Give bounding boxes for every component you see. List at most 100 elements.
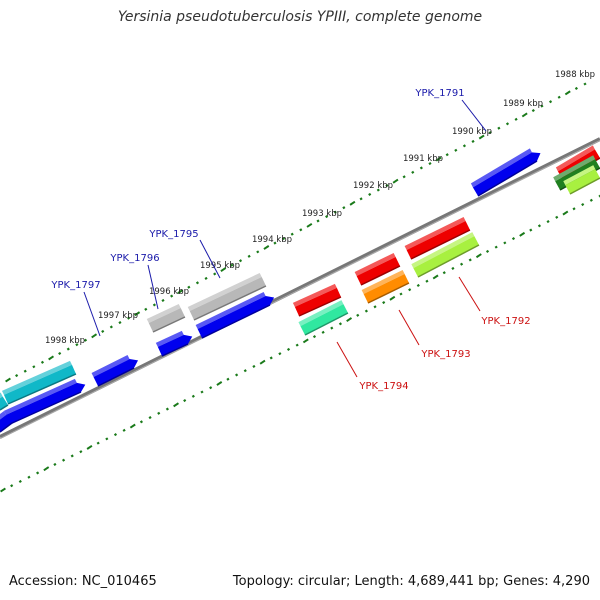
gene-ypk-1792-red[interactable] <box>404 217 471 260</box>
gene-ypk-1796[interactable] <box>146 303 186 333</box>
ruler-tick <box>399 292 403 296</box>
gene-ypk-1796-blue[interactable] <box>155 330 193 357</box>
ruler-tick <box>187 285 191 289</box>
ruler-tick <box>346 317 353 322</box>
ruler-tick <box>200 390 204 394</box>
gene-ypk-1794[interactable] <box>298 300 349 336</box>
accession-text: Accession: NC_010465 <box>9 574 157 589</box>
ruler-tick <box>333 210 337 214</box>
gene-edge <box>298 296 342 317</box>
ruler-tick <box>428 161 432 166</box>
ruler-tick <box>126 316 131 320</box>
ruler-tick <box>18 479 22 484</box>
gene-top-face <box>404 217 466 251</box>
leader-line <box>398 309 420 346</box>
gene-label-text: YPK_1792 <box>480 316 530 327</box>
gene-top-face <box>0 411 6 420</box>
ruler-tick <box>402 175 406 179</box>
ruler-tick <box>259 359 266 365</box>
ruler-tick <box>278 352 282 356</box>
gene-front-face <box>157 334 193 356</box>
ruler-label: 1989 kbp <box>503 99 543 109</box>
ruler-tick <box>173 402 179 408</box>
gene-front-face <box>0 396 8 410</box>
map-title: Yersinia pseudotuberculosis YPIII, compl… <box>117 9 483 25</box>
ruler-tick <box>514 117 518 121</box>
gene-edge <box>0 422 13 433</box>
ruler-tick <box>454 148 458 152</box>
ruler-tick <box>537 224 542 228</box>
ruler-tick <box>445 153 449 157</box>
gene-left-edge-cyan[interactable] <box>0 392 9 411</box>
ruler-label: 1994 kbp <box>252 235 292 245</box>
ruler-tick <box>299 228 303 232</box>
ruler-tick <box>548 100 553 104</box>
label-ypk-1797: YPK_1797 <box>50 280 101 337</box>
ruler-tick <box>252 364 256 368</box>
gene-forward-partial-lime[interactable] <box>563 165 600 195</box>
ruler-tick <box>263 245 270 250</box>
ruler-tick <box>109 325 113 329</box>
ruler-tick <box>505 122 510 126</box>
gene-ypk-1797-blue[interactable] <box>3 378 86 425</box>
gene-front-face <box>472 152 541 196</box>
label-ypk-1794: YPK_1794 <box>336 341 409 392</box>
ruler-tick <box>451 266 455 270</box>
gene-label-text: YPK_1796 <box>109 253 159 264</box>
gene-red-b[interactable] <box>354 253 401 286</box>
ruler-tick <box>419 166 423 170</box>
gene-blue-mid[interactable] <box>91 355 139 387</box>
ruler-tick <box>79 450 83 454</box>
ruler-tick <box>204 276 208 280</box>
ruler-tick <box>385 184 389 188</box>
ruler-label: 1997 kbp <box>98 311 138 321</box>
ruler-tick <box>411 170 415 174</box>
gene-front-face <box>148 307 185 332</box>
ruler-tick <box>170 294 174 298</box>
leader-line <box>83 291 101 337</box>
leader-line <box>199 239 221 279</box>
gene-top-face <box>91 355 130 378</box>
gene-top-face <box>3 378 77 415</box>
gene-label-text: YPK_1793 <box>420 349 470 360</box>
ruler-tick <box>36 471 40 475</box>
ruler-tick <box>497 126 501 130</box>
ruler-tick <box>282 237 286 241</box>
gene-edge <box>410 229 471 260</box>
gene-top-face <box>155 330 184 347</box>
ruler-tick <box>359 197 363 201</box>
ruler-tick <box>226 377 230 381</box>
label-ypk-1792: YPK_1792 <box>458 276 531 327</box>
ruler-tick <box>220 267 227 272</box>
ruler-tick <box>144 307 148 311</box>
gene-ypk-1793[interactable] <box>361 270 410 304</box>
gene-ypk-1792[interactable] <box>411 232 480 278</box>
ruler-tick <box>459 262 464 266</box>
ruler-tick <box>325 214 329 219</box>
gene-ypk-1791[interactable] <box>470 148 541 197</box>
ruler-tick <box>442 271 446 275</box>
outer-ruler <box>5 82 587 383</box>
gene-edge <box>477 160 538 197</box>
ruler-tick <box>256 250 260 254</box>
gene-top-face <box>361 270 405 295</box>
ruler-tick <box>129 423 136 429</box>
gene-red-c[interactable] <box>292 283 342 317</box>
ruler-tick <box>468 258 472 262</box>
ruler-tick <box>118 321 122 325</box>
gene-label-text: YPK_1797 <box>50 280 100 291</box>
gene-ypk-1795-blue[interactable] <box>195 292 275 339</box>
genome-backbone-highlight <box>0 140 600 439</box>
ruler-tick <box>471 139 475 143</box>
gene-ypk-1797[interactable] <box>1 360 77 405</box>
gene-top-face <box>292 283 337 307</box>
ruler-tick <box>191 394 195 398</box>
ruler-tick <box>96 441 100 445</box>
ruler-tick <box>139 420 144 424</box>
gene-left-edge[interactable] <box>0 411 13 433</box>
label-ypk-1796: YPK_1796 <box>109 253 160 310</box>
ruler-tick <box>425 279 429 283</box>
gene-ypk-1795[interactable] <box>187 272 267 321</box>
ruler-tick <box>213 272 217 276</box>
